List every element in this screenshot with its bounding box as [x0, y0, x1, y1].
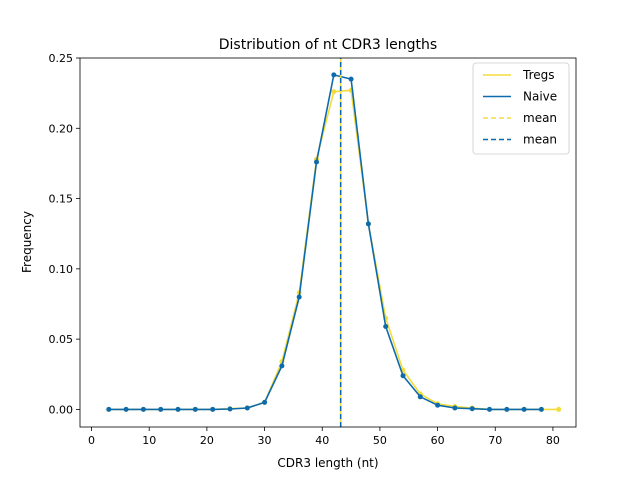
data-point-naive	[365, 221, 371, 227]
data-point-naive	[383, 324, 389, 329]
data-point-naive	[469, 406, 475, 412]
data-point-naive	[244, 405, 250, 411]
data-point-naive	[192, 406, 198, 412]
data-point-naive	[210, 406, 216, 412]
chart-title: Distribution of nt CDR3 lengths	[219, 37, 437, 53]
data-point-naive	[435, 402, 441, 408]
legend-label: Tregs	[522, 68, 555, 82]
data-point-naive	[487, 406, 492, 412]
data-point-naive	[504, 406, 510, 412]
x-tick-label: 40	[315, 434, 329, 447]
data-point-naive	[123, 406, 129, 412]
x-tick-label: 80	[546, 434, 560, 447]
axes-frame	[79, 57, 577, 428]
legend-label: mean	[523, 111, 557, 125]
x-tick-label: 10	[142, 434, 156, 447]
data-point-naive	[452, 405, 458, 411]
y-tick-label: 0.15	[49, 193, 74, 206]
x-tick-label: 30	[258, 434, 272, 447]
y-tick-label: 0.10	[49, 263, 74, 276]
x-tick-label: 20	[200, 434, 214, 447]
data-point-naive	[106, 406, 112, 412]
x-tick-label: 60	[431, 434, 445, 447]
x-tick-label: 50	[373, 434, 387, 447]
legend-box	[472, 62, 570, 155]
legend-label: mean	[523, 133, 557, 147]
y-tick-label: 0.20	[49, 122, 74, 135]
data-point-naive	[227, 406, 233, 412]
x-tick-label: 0	[88, 434, 95, 447]
legend-label: Naive	[523, 90, 557, 104]
data-point-naive	[331, 72, 337, 78]
data-point-tregs	[331, 89, 337, 95]
x-axis-label: CDR3 length (nt)	[277, 456, 378, 470]
y-tick-label: 0.00	[49, 403, 74, 416]
legend: Tregs Naive mean mean	[472, 62, 570, 155]
data-point-naive	[538, 406, 544, 412]
data-point-naive	[140, 406, 146, 412]
data-point-naive	[348, 76, 354, 82]
data-point-naive	[296, 294, 302, 300]
y-axis-label: Frequency	[20, 211, 34, 273]
series-line-naive	[108, 74, 542, 411]
data-point-naive	[400, 373, 406, 379]
axes: 0 10 20 30 40 50 60 70 80 0.00 0.05 0.10 0.15 0.20 0.2…	[49, 52, 577, 447]
data-point-naive	[314, 159, 319, 165]
data-point-naive	[417, 394, 423, 400]
plot-area	[106, 58, 562, 427]
data-point-naive	[521, 406, 527, 412]
y-tick-label: 0.05	[49, 333, 74, 346]
x-tick-label: 70	[488, 434, 502, 447]
data-point-naive	[175, 406, 181, 412]
data-point-tregs	[556, 406, 562, 412]
y-tick-label: 0.25	[49, 52, 74, 65]
data-point-naive	[262, 399, 268, 405]
data-point-naive	[279, 363, 285, 369]
data-point-naive	[158, 406, 164, 412]
